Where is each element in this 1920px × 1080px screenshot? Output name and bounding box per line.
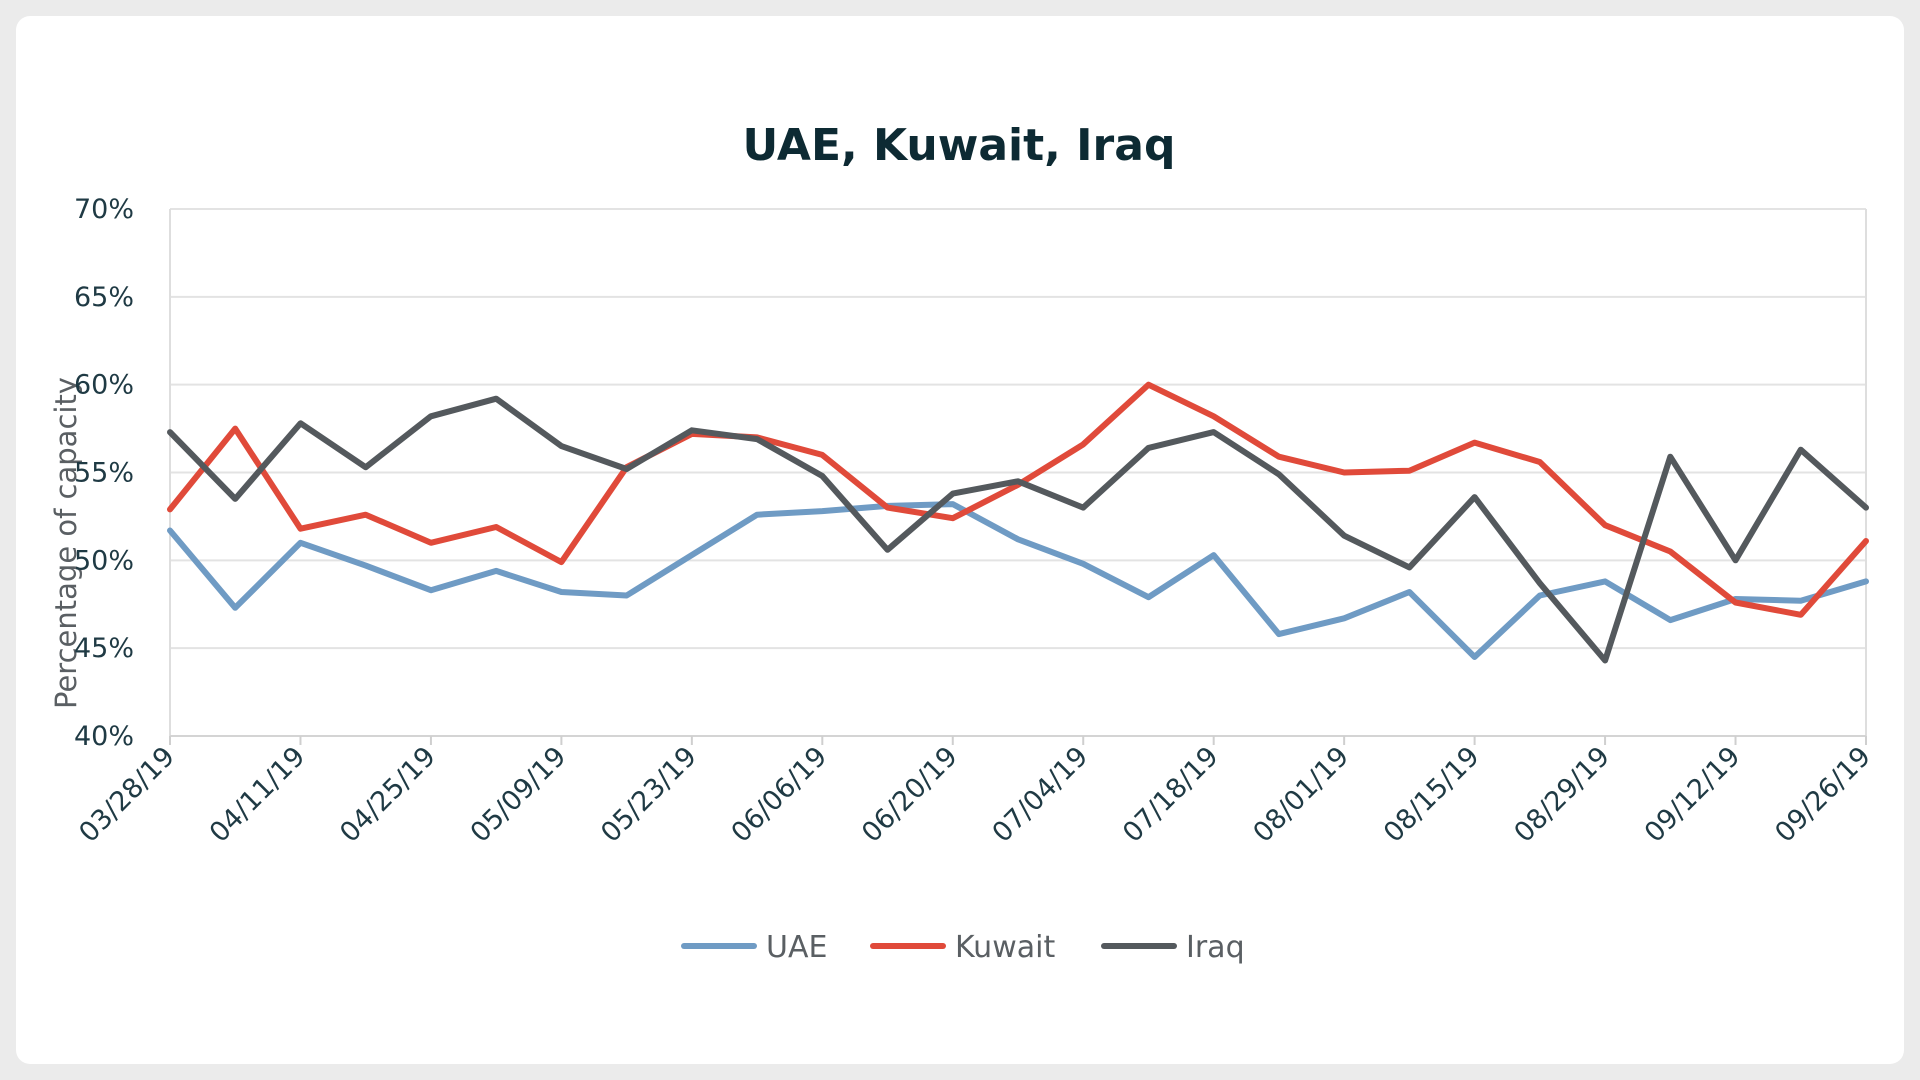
x-tick-label: 06/06/19 [726,741,834,849]
series-line-uae [167,501,1869,660]
chart-title: UAE, Kuwait, Iraq [743,120,1176,171]
x-tick-label: 08/15/19 [1378,741,1486,849]
x-tick-label: 03/28/19 [73,741,181,849]
x-axis-ticks: 03/28/19 04/11/19 04/25/19 05/09/19 05/23/19… [73,736,1877,849]
legend: UAE Kuwait Iraq [681,930,1245,965]
series-lines [167,381,1869,664]
x-tick-label: 04/25/19 [334,741,442,849]
y-tick-label: 65% [74,282,134,313]
x-tick-label: 09/12/19 [1639,741,1747,849]
series-line-iraq [167,395,1869,664]
series-line-kuwait [167,381,1869,618]
y-tick-label: 60% [74,370,134,401]
x-tick-label: 07/18/19 [1117,741,1225,849]
x-tick-label: 07/04/19 [987,741,1095,849]
legend-label-uae: UAE [766,930,827,965]
x-tick-label: 08/01/19 [1247,741,1355,849]
legend-label-iraq: Iraq [1186,930,1245,965]
y-tick-label: 50% [74,545,134,576]
y-tick-label: 40% [74,721,134,752]
y-tick-label: 70% [74,194,134,225]
line-chart: UAE, Kuwait, Iraq Percentage of capacity… [49,120,1877,965]
x-tick-label: 05/23/19 [595,741,703,849]
gridlines [169,208,1867,737]
x-tick-label: 04/11/19 [204,741,312,849]
y-axis-label: Percentage of capacity [49,377,83,709]
x-tick-label: 05/09/19 [465,741,573,849]
y-axis-ticks: 40% 45% 50% 55% 60% 65% 70% [74,194,134,752]
legend-label-kuwait: Kuwait [955,930,1055,965]
x-tick-label: 06/20/19 [856,741,964,849]
x-tick-label: 08/29/19 [1508,741,1616,849]
chart-card: UAE, Kuwait, Iraq Percentage of capacity… [16,16,1904,1064]
y-tick-label: 55% [74,458,134,489]
y-tick-label: 45% [74,633,134,664]
x-tick-label: 09/26/19 [1769,741,1877,849]
